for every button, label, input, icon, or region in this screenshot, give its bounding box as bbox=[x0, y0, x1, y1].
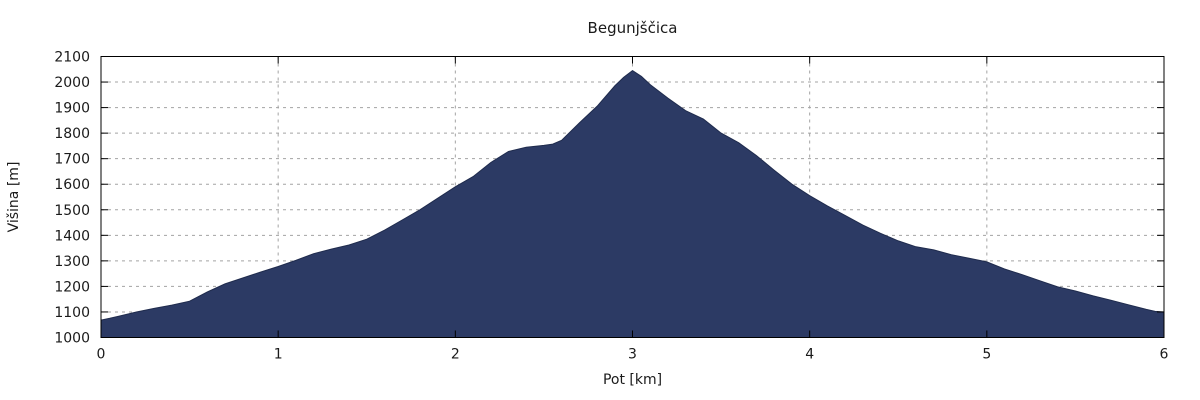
y-tick-label: 1800 bbox=[54, 126, 90, 142]
y-tick-label: 2000 bbox=[54, 75, 90, 91]
y-tick-label: 2100 bbox=[54, 50, 90, 66]
y-tick-label: 1200 bbox=[54, 279, 90, 295]
y-tick-label: 1300 bbox=[54, 254, 90, 270]
y-tick-label: 1100 bbox=[54, 305, 90, 321]
y-axis-label: Višina [m] bbox=[6, 162, 22, 233]
x-axis-label: Pot [km] bbox=[603, 372, 662, 388]
tick-marks-layer bbox=[100, 56, 1165, 338]
tick-labels-layer: 1000 1100 1200 1300 1400 1500 1600 1700 1800 1900… bbox=[54, 50, 1168, 363]
y-tick-label: 1000 bbox=[54, 331, 90, 347]
x-tick-label: 4 bbox=[805, 347, 814, 363]
y-tick-label: 1500 bbox=[54, 203, 90, 219]
x-tick-label: 3 bbox=[628, 347, 637, 363]
x-tick-label: 1 bbox=[274, 347, 283, 363]
y-tick-label: 1600 bbox=[54, 177, 90, 193]
y-tick-label: 1700 bbox=[54, 152, 90, 168]
x-tick-label: 0 bbox=[97, 347, 106, 363]
y-tick-label: 1400 bbox=[54, 228, 90, 244]
x-tick-label: 5 bbox=[982, 347, 991, 363]
elevation-area bbox=[100, 69, 1165, 338]
chart-title: Begunjščica bbox=[588, 19, 678, 37]
y-tick-label: 1900 bbox=[54, 101, 90, 117]
x-tick-label: 6 bbox=[1160, 347, 1169, 363]
x-tick-label: 2 bbox=[451, 347, 460, 363]
